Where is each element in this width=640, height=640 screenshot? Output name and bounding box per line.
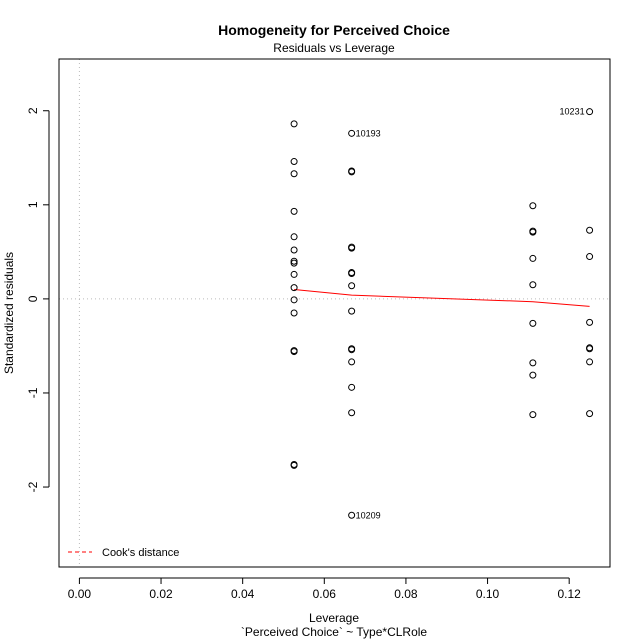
data-point (529, 228, 537, 236)
data-point (586, 108, 594, 116)
x-tick-label: 0.06 (313, 587, 337, 601)
data-point (348, 346, 356, 354)
x-tick-label: 0.08 (394, 587, 418, 601)
y-tick-label: -2 (26, 481, 40, 492)
data-point (586, 253, 594, 261)
smooth-line (294, 288, 590, 307)
data-point (290, 348, 298, 356)
data-point (529, 254, 537, 262)
data-point (348, 409, 356, 417)
x-axis-title: Leverage (309, 611, 359, 625)
smooth-line-layer (294, 288, 590, 307)
data-point (290, 207, 298, 215)
data-point (348, 358, 356, 366)
legend-cooks-label: Cook's distance (102, 547, 179, 559)
data-point (529, 359, 537, 367)
reference-lines (59, 59, 610, 567)
data-point (529, 281, 537, 289)
data-point (290, 461, 298, 469)
x-tick-label: 0.10 (476, 587, 500, 601)
data-point (290, 257, 298, 265)
x-tick-label: 0.00 (68, 587, 92, 601)
y-axis: -2 -1 0 1 2 (26, 107, 50, 492)
y-tick-label: 1 (26, 201, 40, 208)
y-tick-label: 0 (26, 295, 40, 302)
data-point (290, 246, 298, 254)
data-point (290, 284, 298, 292)
data-point (529, 319, 537, 327)
data-point (348, 511, 356, 519)
plot-frame (58, 58, 611, 568)
y-tick-label: 2 (26, 107, 40, 114)
data-point (348, 282, 356, 290)
data-point (290, 158, 298, 166)
data-point (290, 120, 298, 128)
x-axis-subtitle: `Perceived Choice` ~ Type*CLRole (241, 625, 428, 639)
data-point (290, 309, 298, 317)
points-layer (290, 108, 594, 519)
data-point (586, 358, 594, 366)
chart-subtitle: Residuals vs Leverage (273, 41, 395, 55)
x-tick-label: 0.04 (231, 587, 255, 601)
data-point (348, 129, 356, 137)
data-point (290, 170, 298, 178)
data-point (586, 226, 594, 234)
data-point (348, 307, 356, 315)
data-point (290, 233, 298, 241)
x-axis: 0.00 0.02 0.04 0.06 0.08 0.10 0.12 (68, 577, 582, 601)
legend: Cook's distance (68, 547, 179, 559)
data-point (290, 259, 298, 267)
data-point (348, 383, 356, 391)
data-point (348, 168, 356, 176)
data-point (529, 202, 537, 210)
chart-title: Homogeneity for Perceived Choice (218, 22, 450, 38)
x-tick-label: 0.12 (558, 587, 582, 601)
data-point (529, 371, 537, 379)
data-point (586, 345, 594, 353)
data-point (348, 244, 356, 252)
data-point (290, 270, 298, 278)
y-tick-label: -1 (26, 387, 40, 398)
data-point (290, 296, 298, 304)
data-point (529, 411, 537, 419)
x-tick-label: 0.02 (149, 587, 173, 601)
data-point (586, 410, 594, 418)
point-label: 10193 (356, 128, 381, 138)
point-label: 10209 (356, 510, 381, 520)
point-label: 10231 (560, 107, 585, 117)
y-axis-title: Standardized residuals (2, 252, 16, 374)
data-point (348, 269, 356, 277)
point-labels-layer: 10193 10209 10231 (356, 107, 585, 521)
data-point (586, 318, 594, 326)
